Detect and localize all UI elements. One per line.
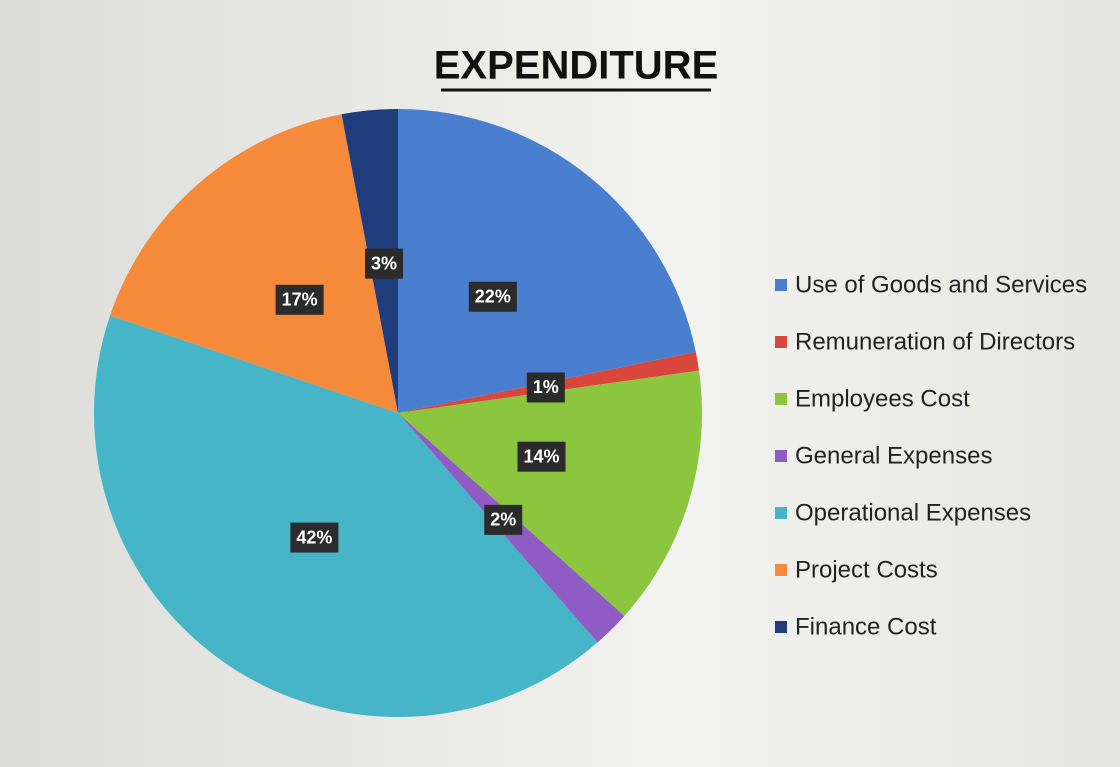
data-label-box [275, 284, 324, 315]
legend-swatch [775, 450, 787, 462]
legend-label: Project Costs [795, 556, 938, 583]
data-label-box [484, 504, 523, 535]
data-label: 2% [490, 510, 516, 530]
data-label: 14% [523, 446, 559, 466]
legend-swatch [775, 621, 787, 633]
data-label-box [290, 522, 339, 553]
legend-swatch [775, 564, 787, 576]
data-label: 22% [475, 287, 511, 307]
pie-slice [398, 370, 702, 616]
data-label-box [517, 441, 566, 472]
data-label-box [468, 281, 517, 312]
legend-swatch [775, 279, 787, 291]
legend-swatch [775, 336, 787, 348]
legend-label: Remuneration of Directors [795, 328, 1075, 355]
pie-slice [110, 114, 398, 414]
data-label: 17% [282, 290, 318, 310]
pie-slice [93, 315, 598, 718]
legend-label: Operational Expenses [795, 499, 1031, 526]
data-label-box [526, 372, 565, 403]
data-label: 1% [533, 377, 559, 397]
data-label: 3% [371, 253, 397, 273]
legend-label: Employees Cost [795, 385, 970, 412]
legend-swatch [775, 507, 787, 519]
pie-slice [398, 109, 696, 413]
legend-label: Finance Cost [795, 613, 937, 640]
data-label-box [365, 248, 404, 279]
legend-label: General Expenses [795, 442, 992, 469]
data-label: 42% [296, 527, 332, 547]
legend-swatch [775, 393, 787, 405]
chart-title: EXPENDITURE [434, 44, 719, 88]
legend-label: Use of Goods and Services [795, 271, 1087, 298]
